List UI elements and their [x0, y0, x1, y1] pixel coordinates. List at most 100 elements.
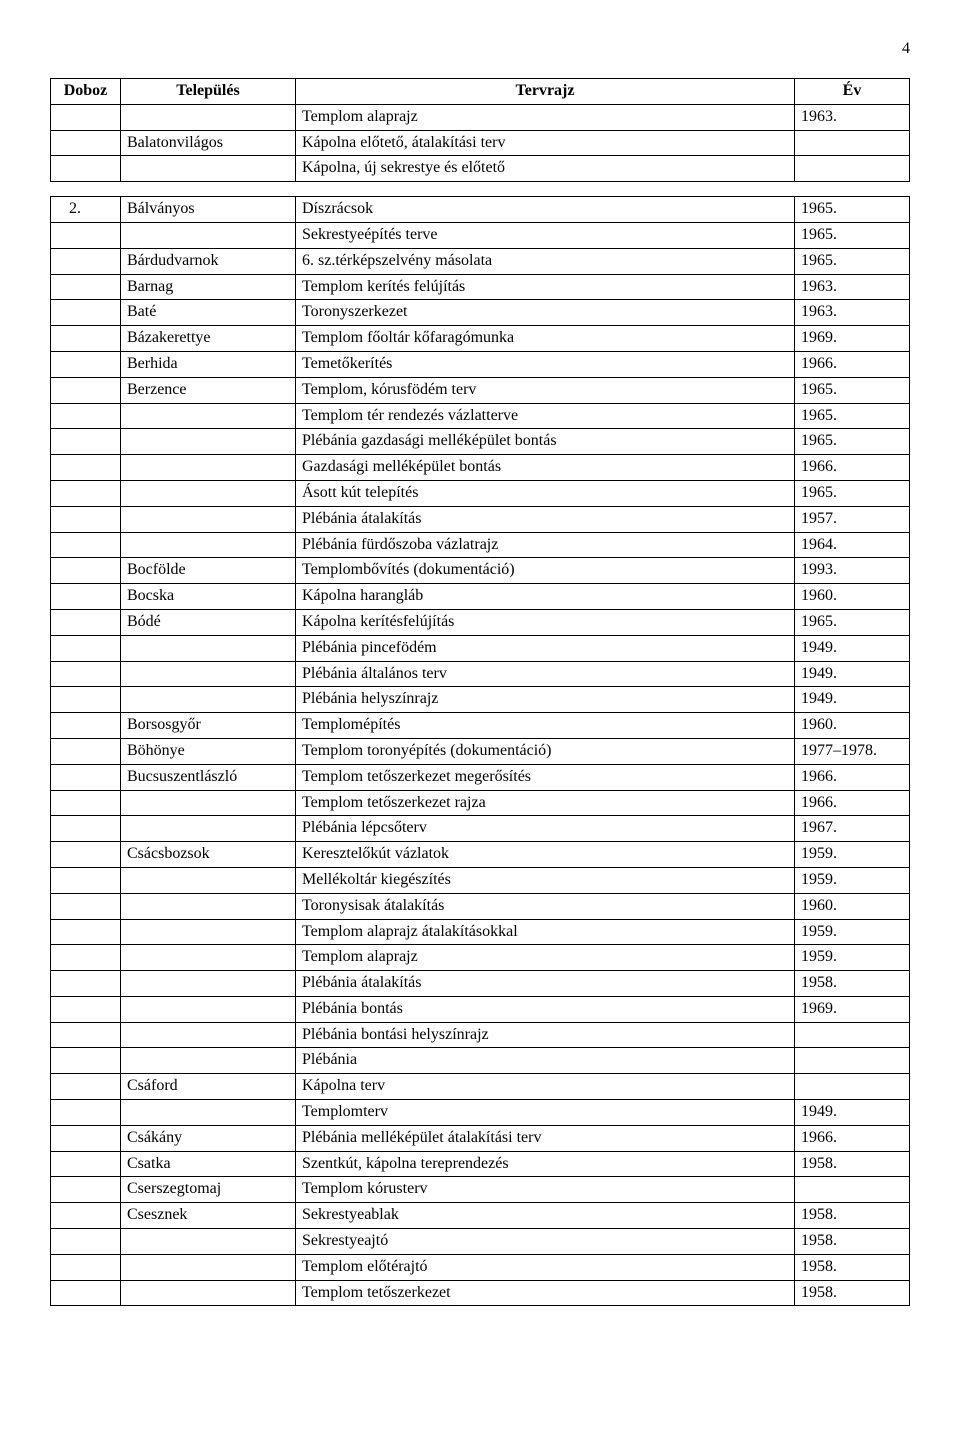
table-cell — [121, 816, 296, 842]
table-cell — [51, 351, 121, 377]
table-cell: Bázakerettye — [121, 326, 296, 352]
table-row: BódéKápolna kerítésfelújítás1965. — [51, 609, 910, 635]
table-cell — [51, 1100, 121, 1126]
table-cell: Csáford — [121, 1074, 296, 1100]
table-cell: Templom előtérajtó — [296, 1254, 795, 1280]
table-cell: Kápolna harangláb — [296, 584, 795, 610]
table-cell: 1960. — [795, 713, 910, 739]
table-row: BucsuszentlászlóTemplom tetőszerkezet me… — [51, 764, 910, 790]
table-cell: 1949. — [795, 661, 910, 687]
table-cell — [51, 326, 121, 352]
table-cell: 1963. — [795, 300, 910, 326]
table-cell — [121, 893, 296, 919]
table-cell: 1949. — [795, 635, 910, 661]
table-cell: Toronysisak átalakítás — [296, 893, 795, 919]
table-row: CsáfordKápolna terv — [51, 1074, 910, 1100]
table-cell: Plébánia bontási helyszínrajz — [296, 1022, 795, 1048]
table-row: Sekrestyeajtó1958. — [51, 1229, 910, 1255]
table-cell: 1965. — [795, 197, 910, 223]
table-cell: Bódé — [121, 609, 296, 635]
table-cell: 1969. — [795, 996, 910, 1022]
table-cell — [795, 130, 910, 156]
table-row: Plébánia lépcsőterv1967. — [51, 816, 910, 842]
table-row: BázakerettyeTemplom főoltár kőfaragómunk… — [51, 326, 910, 352]
table-cell: Csácsbozsok — [121, 842, 296, 868]
table-cell — [121, 156, 296, 182]
table-cell — [121, 480, 296, 506]
table-row: BorsosgyőrTemplomépítés1960. — [51, 713, 910, 739]
table-cell: 1963. — [795, 274, 910, 300]
table-cell: Sekrestyeépítés terve — [296, 222, 795, 248]
table-cell: 1960. — [795, 584, 910, 610]
table-cell — [51, 661, 121, 687]
table-cell: Csatka — [121, 1151, 296, 1177]
table-cell: 1964. — [795, 532, 910, 558]
table-cell — [121, 661, 296, 687]
table-cell: Templom tér rendezés vázlatterve — [296, 403, 795, 429]
table-cell — [51, 1254, 121, 1280]
table-cell — [121, 1022, 296, 1048]
table-cell: 1965. — [795, 248, 910, 274]
table-cell — [121, 222, 296, 248]
table-cell: Díszrácsok — [296, 197, 795, 223]
table-cell — [121, 867, 296, 893]
table-cell — [121, 1280, 296, 1306]
table-cell: 1966. — [795, 790, 910, 816]
table-cell — [51, 713, 121, 739]
table-cell — [795, 156, 910, 182]
table-row: Kápolna, új sekrestye és előtető — [51, 156, 910, 182]
table-cell: Plébánia általános terv — [296, 661, 795, 687]
table-cell — [51, 635, 121, 661]
table-cell: Plébánia átalakítás — [296, 971, 795, 997]
table-cell: 1965. — [795, 609, 910, 635]
table-cell: 1959. — [795, 867, 910, 893]
table-cell: Szentkút, kápolna tereprendezés — [296, 1151, 795, 1177]
table-cell: 6. sz.térképszelvény másolata — [296, 248, 795, 274]
table-row: Bárdudvarnok6. sz.térképszelvény másolat… — [51, 248, 910, 274]
table-cell: 1949. — [795, 687, 910, 713]
table-cell — [51, 455, 121, 481]
table-cell: Ásott kút telepítés — [296, 480, 795, 506]
table-cell: Templombővítés (dokumentáció) — [296, 558, 795, 584]
table-cell: Bárdudvarnok — [121, 248, 296, 274]
table-cell — [121, 919, 296, 945]
table-cell — [51, 274, 121, 300]
table-cell: 1959. — [795, 919, 910, 945]
table-row: Plébánia — [51, 1048, 910, 1074]
table-cell — [795, 1177, 910, 1203]
table-cell: Bucsuszentlászló — [121, 764, 296, 790]
table-cell — [51, 403, 121, 429]
table-row: Plébánia bontás1969. — [51, 996, 910, 1022]
table-cell — [51, 480, 121, 506]
table-cell: Borsosgyőr — [121, 713, 296, 739]
table-row: Templom alaprajz1963. — [51, 104, 910, 130]
col-header-tervrajz: Tervrajz — [296, 79, 795, 105]
table-row: Templom tetőszerkezet1958. — [51, 1280, 910, 1306]
table-row: CsesznekSekrestyeablak1958. — [51, 1203, 910, 1229]
main-table: 2.BálványosDíszrácsok1965.Sekrestyeépíté… — [50, 196, 910, 1306]
table-row: Sekrestyeépítés terve1965. — [51, 222, 910, 248]
table-cell: Templom alaprajz — [296, 104, 795, 130]
table-cell: Sekrestyeajtó — [296, 1229, 795, 1255]
table-cell — [51, 790, 121, 816]
table-cell: Berhida — [121, 351, 296, 377]
table-cell: 1965. — [795, 222, 910, 248]
page-number: 4 — [50, 40, 910, 58]
table-cell: Toronyszerkezet — [296, 300, 795, 326]
table-cell: Plébánia helyszínrajz — [296, 687, 795, 713]
table-cell — [121, 971, 296, 997]
table-cell: Plébánia fürdőszoba vázlatrajz — [296, 532, 795, 558]
table-cell — [121, 687, 296, 713]
table-cell — [51, 867, 121, 893]
table-cell: 1966. — [795, 455, 910, 481]
table-cell: Kápolna kerítésfelújítás — [296, 609, 795, 635]
table-cell — [51, 558, 121, 584]
table-row: BöhönyeTemplom toronyépítés (dokumentáci… — [51, 738, 910, 764]
table-row: Toronysisak átalakítás1960. — [51, 893, 910, 919]
table-row: Plébánia bontási helyszínrajz — [51, 1022, 910, 1048]
table-cell — [51, 1125, 121, 1151]
table-cell — [121, 532, 296, 558]
table-row: Ásott kút telepítés1965. — [51, 480, 910, 506]
table-cell — [51, 738, 121, 764]
table-cell: Templom tetőszerkezet rajza — [296, 790, 795, 816]
